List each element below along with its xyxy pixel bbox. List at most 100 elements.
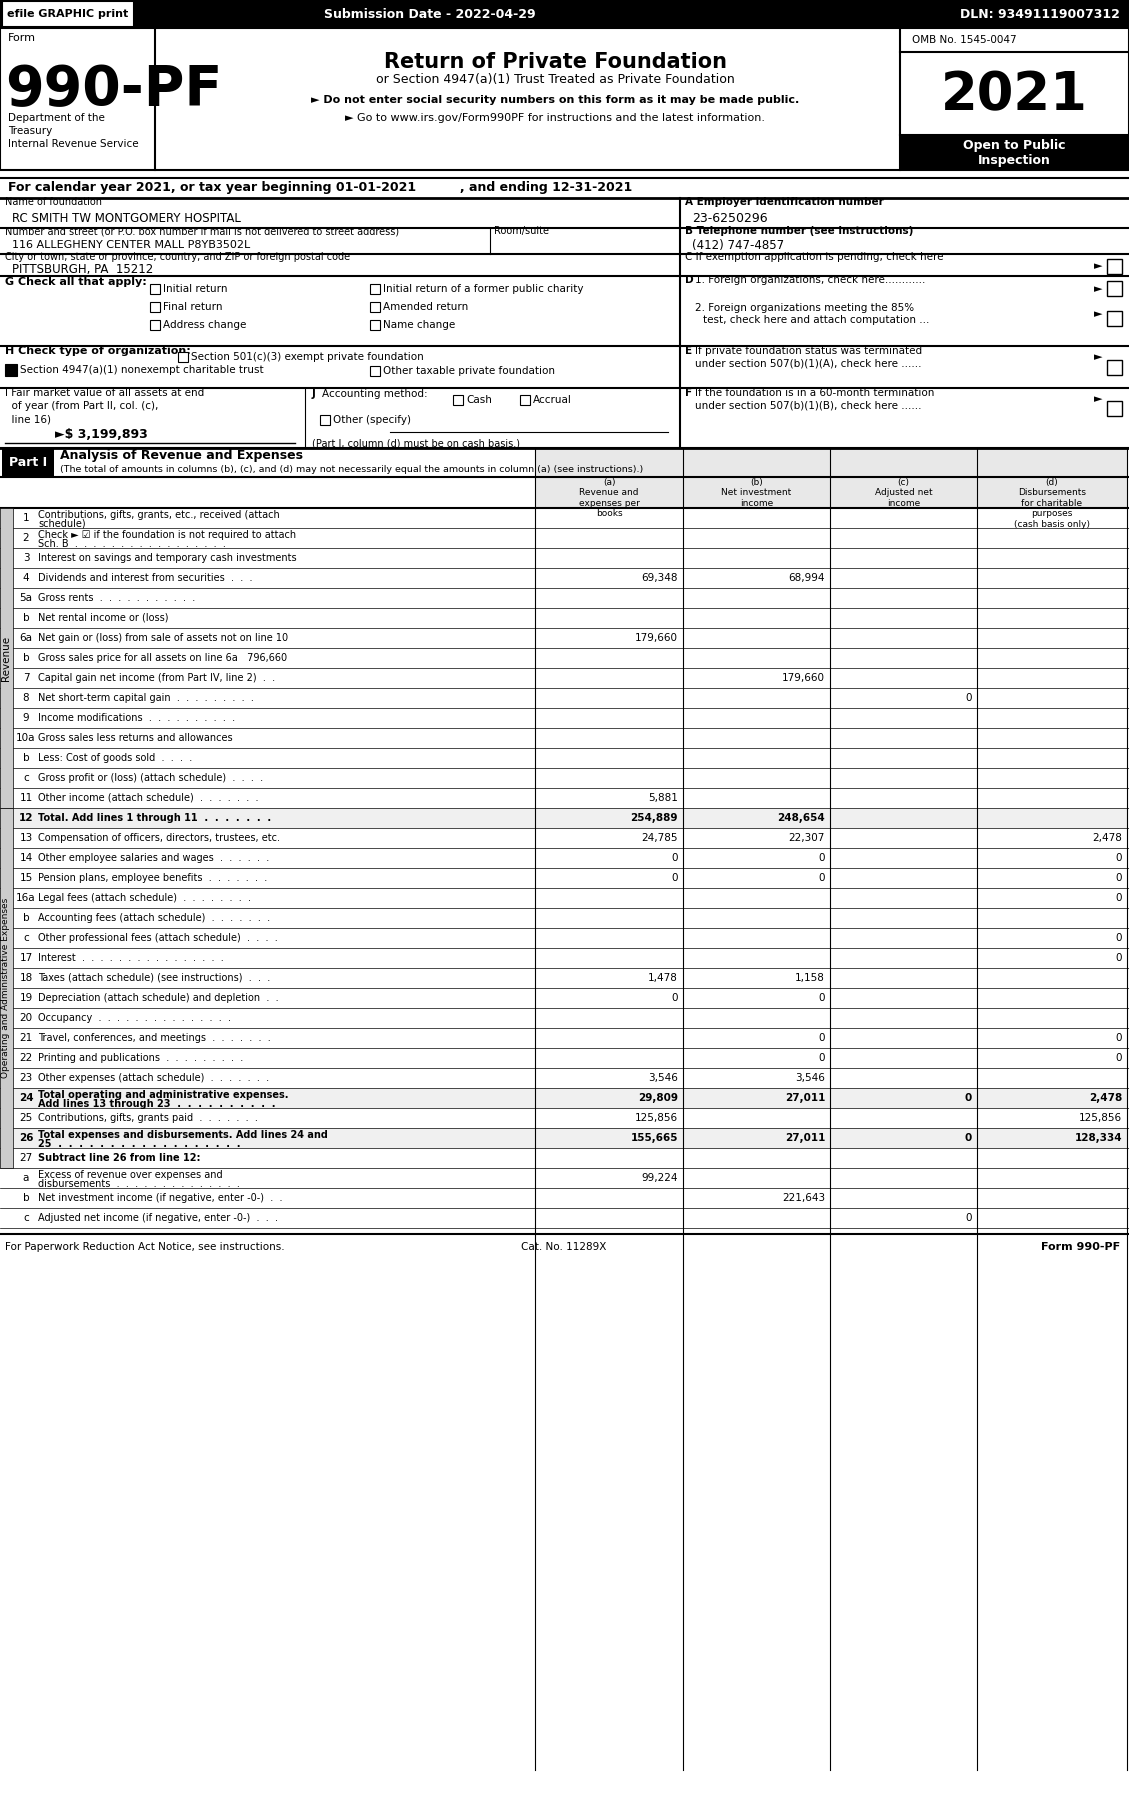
Text: Subtract line 26 from line 12:: Subtract line 26 from line 12: xyxy=(38,1153,201,1163)
Text: 0: 0 xyxy=(965,1093,972,1102)
Text: 18: 18 xyxy=(19,973,33,984)
Text: Contributions, gifts, grants paid  .  .  .  .  .  .  .: Contributions, gifts, grants paid . . . … xyxy=(38,1113,257,1124)
Text: 0: 0 xyxy=(1115,953,1122,964)
Text: (d)
Disbursements
for charitable
purposes
(cash basis only): (d) Disbursements for charitable purpose… xyxy=(1014,478,1089,529)
Text: Dividends and interest from securities  .  .  .: Dividends and interest from securities .… xyxy=(38,574,253,583)
Text: 128,334: 128,334 xyxy=(1075,1133,1122,1144)
Text: 14: 14 xyxy=(19,852,33,863)
Text: For calendar year 2021, or tax year beginning 01-01-2021          , and ending 1: For calendar year 2021, or tax year begi… xyxy=(8,182,632,194)
Text: 10a: 10a xyxy=(16,734,36,743)
Text: Initial return of a former public charity: Initial return of a former public charit… xyxy=(383,284,584,295)
Text: 21: 21 xyxy=(19,1034,33,1043)
Text: If private foundation status was terminated: If private foundation status was termina… xyxy=(695,345,922,356)
Text: Depreciation (attach schedule) and depletion  .  .: Depreciation (attach schedule) and deple… xyxy=(38,992,279,1003)
Text: 27,011: 27,011 xyxy=(785,1133,825,1144)
Text: Accounting method:: Accounting method: xyxy=(322,388,428,399)
Bar xyxy=(2,450,54,476)
Text: 0: 0 xyxy=(672,852,679,863)
Text: ►: ► xyxy=(1094,261,1103,271)
Bar xyxy=(535,448,683,509)
Text: 12: 12 xyxy=(19,813,33,823)
Text: 13: 13 xyxy=(19,832,33,843)
Text: Sch. B  .  .  .  .  .  .  .  .  .  .  .  .  .  .  .  .  .: Sch. B . . . . . . . . . . . . . . . . . xyxy=(38,539,226,548)
Text: Treasury: Treasury xyxy=(8,126,52,137)
Text: 3,546: 3,546 xyxy=(648,1073,679,1082)
Bar xyxy=(5,363,17,376)
Text: Check ► ☑ if the foundation is not required to attach: Check ► ☑ if the foundation is not requi… xyxy=(38,530,296,539)
Text: c: c xyxy=(23,933,29,942)
Text: Printing and publications  .  .  .  .  .  .  .  .  .: Printing and publications . . . . . . . … xyxy=(38,1054,243,1063)
Text: ►$ 3,199,893: ►$ 3,199,893 xyxy=(55,428,148,442)
Text: 0: 0 xyxy=(819,852,825,863)
Text: a: a xyxy=(23,1172,29,1183)
Text: 69,348: 69,348 xyxy=(641,574,679,583)
Text: 2,478: 2,478 xyxy=(1092,832,1122,843)
Text: Compensation of officers, directors, trustees, etc.: Compensation of officers, directors, tru… xyxy=(38,832,280,843)
Text: Cash: Cash xyxy=(466,396,492,405)
Text: Section 4947(a)(1) nonexempt charitable trust: Section 4947(a)(1) nonexempt charitable … xyxy=(20,365,264,376)
Bar xyxy=(1108,280,1122,297)
Text: 2. Foreign organizations meeting the 85%: 2. Foreign organizations meeting the 85% xyxy=(695,304,914,313)
Text: 3: 3 xyxy=(23,554,29,563)
Text: (b)
Net investment
income: (b) Net investment income xyxy=(721,478,791,507)
Bar xyxy=(830,448,977,509)
Text: ►: ► xyxy=(1094,309,1103,318)
Bar xyxy=(320,415,330,424)
Text: Revenue: Revenue xyxy=(1,635,11,681)
Text: 0: 0 xyxy=(819,1054,825,1063)
Text: (The total of amounts in columns (b), (c), and (d) may not necessarily equal the: (The total of amounts in columns (b), (c… xyxy=(60,466,644,475)
Text: Net rental income or (loss): Net rental income or (loss) xyxy=(38,613,168,622)
Text: (Part I, column (d) must be on cash basis.): (Part I, column (d) must be on cash basi… xyxy=(312,439,520,448)
Text: RC SMITH TW MONTGOMERY HOSPITAL: RC SMITH TW MONTGOMERY HOSPITAL xyxy=(12,212,240,225)
Text: 0: 0 xyxy=(1115,1054,1122,1063)
Text: Occupancy  .  .  .  .  .  .  .  .  .  .  .  .  .  .  .: Occupancy . . . . . . . . . . . . . . . xyxy=(38,1012,231,1023)
Bar xyxy=(150,302,160,313)
Bar xyxy=(1108,259,1122,273)
Bar xyxy=(14,1088,1127,1108)
Text: 16a: 16a xyxy=(16,894,36,903)
Bar xyxy=(370,284,380,295)
Text: b: b xyxy=(23,1194,29,1203)
Text: Internal Revenue Service: Internal Revenue Service xyxy=(8,138,139,149)
Text: 0: 0 xyxy=(965,1133,972,1144)
Text: 9: 9 xyxy=(23,714,29,723)
Text: Taxes (attach schedule) (see instructions)  .  .  .: Taxes (attach schedule) (see instruction… xyxy=(38,973,270,984)
Text: or Section 4947(a)(1) Trust Treated as Private Foundation: or Section 4947(a)(1) Trust Treated as P… xyxy=(376,74,734,86)
Text: Section 501(c)(3) exempt private foundation: Section 501(c)(3) exempt private foundat… xyxy=(191,352,423,361)
Bar xyxy=(520,396,530,405)
Text: Other (specify): Other (specify) xyxy=(333,415,411,424)
Text: (a)
Revenue and
expenses per
books: (a) Revenue and expenses per books xyxy=(578,478,639,518)
Text: Part I: Part I xyxy=(9,457,47,469)
Text: 99,224: 99,224 xyxy=(641,1172,679,1183)
Text: Other taxable private foundation: Other taxable private foundation xyxy=(383,367,555,376)
Text: 0: 0 xyxy=(672,874,679,883)
Text: Amended return: Amended return xyxy=(383,302,469,313)
Text: OMB No. 1545-0047: OMB No. 1545-0047 xyxy=(912,34,1016,45)
Text: Gross sales price for all assets on line 6a   796,660: Gross sales price for all assets on line… xyxy=(38,653,287,663)
Text: 0: 0 xyxy=(965,692,972,703)
Text: c: c xyxy=(23,1214,29,1223)
Text: Interest on savings and temporary cash investments: Interest on savings and temporary cash i… xyxy=(38,554,297,563)
Bar xyxy=(453,396,463,405)
Text: ►: ► xyxy=(1094,394,1103,405)
Text: 0: 0 xyxy=(819,874,825,883)
Text: Room/suite: Room/suite xyxy=(495,227,549,236)
Text: 116 ALLEGHENY CENTER MALL P8YB3502L: 116 ALLEGHENY CENTER MALL P8YB3502L xyxy=(12,239,251,250)
Text: DLN: 93491119007312: DLN: 93491119007312 xyxy=(960,7,1120,20)
Text: 990-PF: 990-PF xyxy=(5,63,222,117)
Text: Gross sales less returns and allowances: Gross sales less returns and allowances xyxy=(38,734,233,743)
Text: Number and street (or P.O. box number if mail is not delivered to street address: Number and street (or P.O. box number if… xyxy=(5,227,400,236)
Text: under section 507(b)(1)(B), check here ......: under section 507(b)(1)(B), check here .… xyxy=(695,399,921,410)
Text: 25: 25 xyxy=(19,1113,33,1124)
Bar xyxy=(0,0,1129,29)
Text: 6a: 6a xyxy=(19,633,33,644)
Text: b: b xyxy=(23,653,29,663)
Text: 24: 24 xyxy=(19,1093,34,1102)
Text: 23-6250296: 23-6250296 xyxy=(692,212,768,225)
Text: Form: Form xyxy=(8,32,36,43)
Text: Cat. No. 11289X: Cat. No. 11289X xyxy=(522,1242,606,1251)
Bar xyxy=(14,1127,1127,1147)
Text: Pension plans, employee benefits  .  .  .  .  .  .  .: Pension plans, employee benefits . . . .… xyxy=(38,874,268,883)
Text: Net investment income (if negative, enter -0-)  .  .: Net investment income (if negative, ente… xyxy=(38,1194,282,1203)
Text: Operating and Administrative Expenses: Operating and Administrative Expenses xyxy=(1,897,10,1079)
